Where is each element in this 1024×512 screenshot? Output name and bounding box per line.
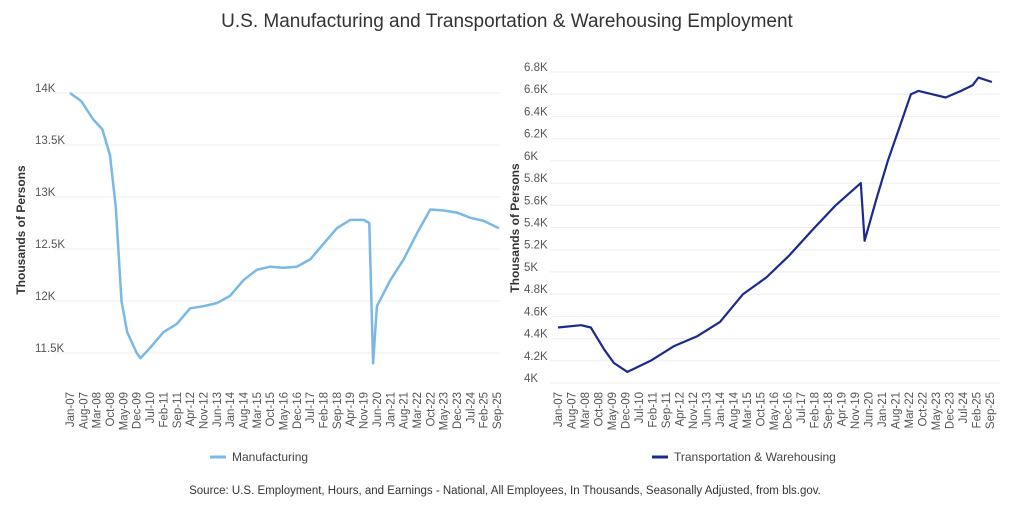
x-tick-label: Jan-14 <box>225 391 237 427</box>
y-tick-label: 12K <box>35 291 56 303</box>
y-tick-label: 4.8K <box>524 284 548 296</box>
x-tick-label: Oct-22 <box>425 392 437 427</box>
y-tick-label: 14K <box>35 83 56 95</box>
y-tick-label: 4.4K <box>524 329 548 341</box>
y-tick-label: 6.4K <box>524 106 548 118</box>
x-tick-label: May-09 <box>607 392 619 430</box>
y-tick-label: 5K <box>524 262 538 274</box>
x-tick-label: Sep-25 <box>492 392 504 429</box>
legend-label: Transportation & Warehousing <box>674 450 836 464</box>
x-tick-label: May-23 <box>439 392 451 430</box>
x-tick-label: May-09 <box>118 392 130 430</box>
x-tick-label: Feb-25 <box>972 392 984 428</box>
x-tick-label: Nov-19 <box>359 392 371 429</box>
x-tick-label: Mar-08 <box>580 392 592 428</box>
x-tick-label: Jun-20 <box>372 392 384 427</box>
x-tick-label: Jul-10 <box>145 392 157 423</box>
y-tick-label: 6.8K <box>524 62 548 74</box>
x-tick-label: Jun-20 <box>864 392 876 427</box>
x-tick-label: Nov-19 <box>850 392 862 429</box>
y-tick-label: 13K <box>35 187 56 199</box>
x-tick-label: Mar-15 <box>252 392 264 428</box>
x-tick-label: Aug-14 <box>238 391 250 429</box>
y-tick-label: 5.6K <box>524 195 548 207</box>
x-tick-label: Feb-18 <box>810 392 822 428</box>
x-tick-label: Oct-15 <box>756 392 768 427</box>
x-tick-label: Dec-09 <box>132 392 144 429</box>
x-tick-label: Jul-10 <box>634 392 646 423</box>
x-tick-label: Mar-22 <box>412 392 424 428</box>
x-tick-label: Dec-09 <box>621 392 633 429</box>
x-tick-label: Aug-14 <box>729 391 741 429</box>
x-tick-label: Aug-21 <box>399 392 411 429</box>
transportation-chart: 4K 4.2K 4.4K 4.6K 4.8K 5K 5.2K 5.4K 5.6K 5.8K 6K 6.… <box>508 62 1000 464</box>
y-tick-label: 5.8K <box>524 173 548 185</box>
x-tick-label: Aug-07 <box>78 392 90 429</box>
x-tick-label: Jul-24 <box>958 391 970 423</box>
x-tick-label: Dec-23 <box>452 392 464 429</box>
y-tick-label: 5.2K <box>524 240 548 252</box>
x-tick-label: Sep-25 <box>985 392 997 429</box>
y-tick-label: 12.5K <box>35 239 65 251</box>
y-tick-label: 13.5K <box>35 135 65 147</box>
x-tick-label: Apr-12 <box>185 392 197 427</box>
series-line <box>557 76 993 373</box>
x-tick-label: Feb-11 <box>158 392 170 428</box>
x-tick-label: Feb-25 <box>479 392 491 428</box>
x-tick-label: Aug-21 <box>891 392 903 429</box>
x-tick-label: Jan-07 <box>65 392 77 427</box>
series-line <box>69 91 500 365</box>
x-tick-label: Jul-17 <box>796 392 808 423</box>
x-tick-label: Jun-13 <box>212 392 224 427</box>
x-tick-label: Dec-23 <box>945 392 957 429</box>
y-tick-label: 4.2K <box>524 351 548 363</box>
x-tick-label: Nov-12 <box>688 392 700 429</box>
y-tick-label: 4.6K <box>524 306 548 318</box>
x-tick-label: Apr-19 <box>837 392 849 427</box>
y-tick-label: 6.6K <box>524 84 548 96</box>
x-tick-label: Oct-08 <box>105 392 117 427</box>
y-tick-label: 6.2K <box>524 129 548 141</box>
x-tick-label: Feb-18 <box>319 392 331 428</box>
x-tick-label: Sep-18 <box>332 392 344 429</box>
x-tick-label: Feb-11 <box>648 392 660 428</box>
x-tick-label: May-16 <box>769 392 781 430</box>
x-tick-label: Jan-21 <box>385 392 397 427</box>
y-tick-label: 11.5K <box>35 343 65 355</box>
legend-label: Manufacturing <box>232 450 308 464</box>
y-tick-label: 5.4K <box>524 218 548 230</box>
x-tick-label: Jan-21 <box>877 392 889 427</box>
x-tick-label: Jan-14 <box>715 391 727 427</box>
x-tick-label: Sep-18 <box>823 392 835 429</box>
x-tick-label: Dec-16 <box>292 392 304 429</box>
x-tick-label: Apr-19 <box>345 392 357 427</box>
x-tick-label: Jul-17 <box>305 392 317 423</box>
x-tick-label: Aug-07 <box>567 392 579 429</box>
y-axis-label: Thousands of Persons <box>14 165 28 295</box>
x-tick-label: Oct-15 <box>265 392 277 427</box>
x-tick-label: Sep-11 <box>172 392 184 428</box>
x-tick-label: Nov-12 <box>198 392 210 429</box>
x-tick-label: Sep-11 <box>661 392 673 428</box>
x-tick-label: Oct-22 <box>918 392 930 427</box>
x-tick-label: Jan-07 <box>553 392 565 427</box>
x-tick-label: May-23 <box>931 392 943 430</box>
y-tick-label: 6K <box>524 151 538 163</box>
x-tick-label: Mar-08 <box>92 392 104 428</box>
x-tick-label: Apr-12 <box>675 392 687 427</box>
x-tick-label: Jul-24 <box>465 391 477 423</box>
x-tick-label: Mar-22 <box>904 392 916 428</box>
x-tick-label: Dec-16 <box>783 392 795 429</box>
chart-title: U.S. Manufacturing and Transportation & … <box>221 11 793 32</box>
x-tick-label: Jun-13 <box>702 392 714 427</box>
source-note: Source: U.S. Employment, Hours, and Earn… <box>189 485 821 497</box>
x-tick-label: Oct-08 <box>594 392 606 427</box>
x-tick-label: Mar-15 <box>742 392 754 428</box>
y-axis-label: Thousands of Persons <box>508 163 522 293</box>
y-tick-label: 4K <box>524 373 538 385</box>
x-tick-label: May-16 <box>279 392 291 430</box>
